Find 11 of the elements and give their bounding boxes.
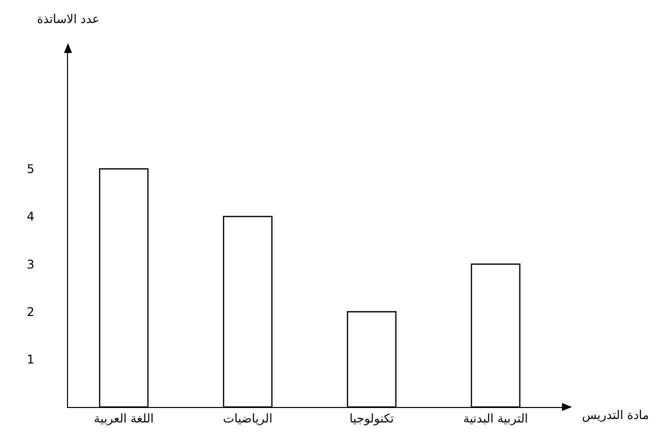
y-tick-label: 5	[26, 162, 34, 176]
y-tick-label: 2	[26, 304, 34, 319]
x-tick-label: تكنولوجيا	[350, 412, 394, 426]
y-tick-label: 3	[26, 257, 34, 272]
y-tick-label: 1	[26, 352, 34, 367]
x-tick-label: الرياضيات	[223, 412, 272, 426]
y-axis-title: عدد الاساتذة	[37, 12, 100, 26]
x-tick-label: اللغة العربية	[94, 412, 154, 426]
x-tick-label: التربية البدنية	[463, 412, 528, 426]
y-tick-label: 4	[26, 210, 34, 224]
x-axis-title: مادة التدريس	[582, 408, 649, 422]
